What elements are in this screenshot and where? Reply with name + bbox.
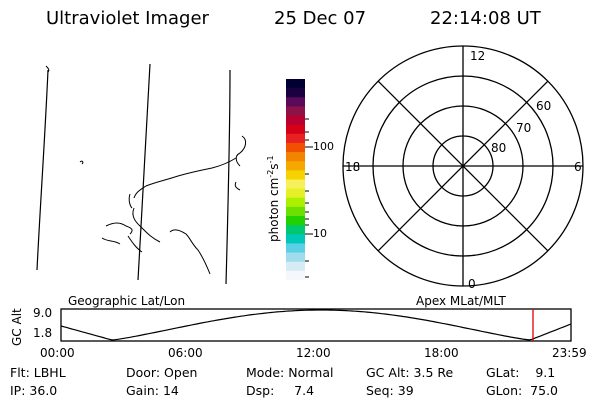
seq-field: Seq: 39 <box>366 383 414 398</box>
filter-field: Flt: LBHL <box>10 365 66 380</box>
colorbar-tick-10: 10 <box>313 227 327 240</box>
colorbar-band <box>286 170 305 181</box>
mlt-label-6: 6 <box>574 160 582 174</box>
timeline-right-title: Apex MLat/MLT <box>416 294 506 308</box>
observation-time: 22:14:08 UT <box>430 8 541 29</box>
colorbar-band <box>286 261 305 272</box>
colorbar-unit-label: photon cm-2s-1 <box>266 155 281 242</box>
door-field: Door: Open <box>126 365 198 380</box>
mlt-label-0: 0 <box>468 277 476 291</box>
colorbar-band <box>286 133 305 144</box>
timeline-tick-0600: 06:00 <box>168 346 203 360</box>
colorbar-band <box>286 161 305 171</box>
gc-alt-field: GC Alt: 3.5 Re <box>366 365 454 380</box>
mlt-label-18: 18 <box>345 160 360 174</box>
colorbar-band <box>286 142 305 153</box>
colorbar-band <box>286 97 305 108</box>
colorbar-band <box>286 88 305 98</box>
timeline-left-title: Geographic Lat/Lon <box>68 294 186 308</box>
colorbar-band <box>286 124 305 135</box>
colorbar-axis <box>305 118 313 278</box>
colorbar-band <box>286 216 305 226</box>
colorbar-tick-100: 100 <box>313 140 334 153</box>
timeline-y-max: 9.0 <box>33 306 53 320</box>
timeline-tick-2359: 23:59 <box>552 346 587 360</box>
orbit-altitude-curve <box>60 309 572 341</box>
observation-date: 25 Dec 07 <box>274 8 367 29</box>
colorbar-band <box>286 106 305 117</box>
timeline-frame <box>60 308 572 342</box>
lat-label-80: 80 <box>491 141 506 155</box>
colorbar <box>286 79 305 281</box>
longitude-line-2 <box>137 63 151 281</box>
colorbar-band <box>286 243 305 254</box>
colorbar-band <box>286 188 305 199</box>
dsp-field: Dsp: 7.4 <box>246 383 315 398</box>
glat-field: GLat: 9.1 <box>486 365 556 380</box>
timeline-tick-0000: 00:00 <box>40 346 75 360</box>
instrument-title: Ultraviolet Imager <box>46 8 209 29</box>
colorbar-band <box>286 234 305 245</box>
colorbar-band <box>286 206 305 217</box>
colorbar-band <box>286 179 305 190</box>
mode-field: Mode: Normal <box>246 365 334 380</box>
longitude-line-1 <box>36 69 49 271</box>
gain-field: Gain: 14 <box>126 383 179 398</box>
timeline-y-axis-label: GC Alt <box>10 308 24 346</box>
polar-mlt-plot: 12 18 6 0 60 70 80 <box>342 45 584 291</box>
mlt-line-diag-2 <box>377 80 549 252</box>
timeline-tick-1200: 12:00 <box>296 346 331 360</box>
glon-field: GLon: 75.0 <box>486 383 559 398</box>
timeline-tick-1800: 18:00 <box>424 346 459 360</box>
timeline-plot <box>60 308 572 342</box>
colorbar-band <box>286 115 305 126</box>
colorbar-band <box>286 252 305 263</box>
colorbar-band <box>286 152 305 162</box>
longitude-line-3 <box>225 69 231 285</box>
lat-label-60: 60 <box>536 99 551 113</box>
ip-field: IP: 36.0 <box>10 383 58 398</box>
coastline <box>45 65 247 275</box>
colorbar-band <box>286 225 305 235</box>
timeline-y-min: 1.8 <box>33 326 53 340</box>
colorbar-gradient <box>286 79 305 281</box>
colorbar-band <box>286 197 305 208</box>
colorbar-band <box>286 270 305 281</box>
mlt-label-12: 12 <box>470 49 485 63</box>
geographic-image-panel <box>36 63 247 285</box>
lat-label-70: 70 <box>516 121 531 135</box>
colorbar-band <box>286 79 305 89</box>
